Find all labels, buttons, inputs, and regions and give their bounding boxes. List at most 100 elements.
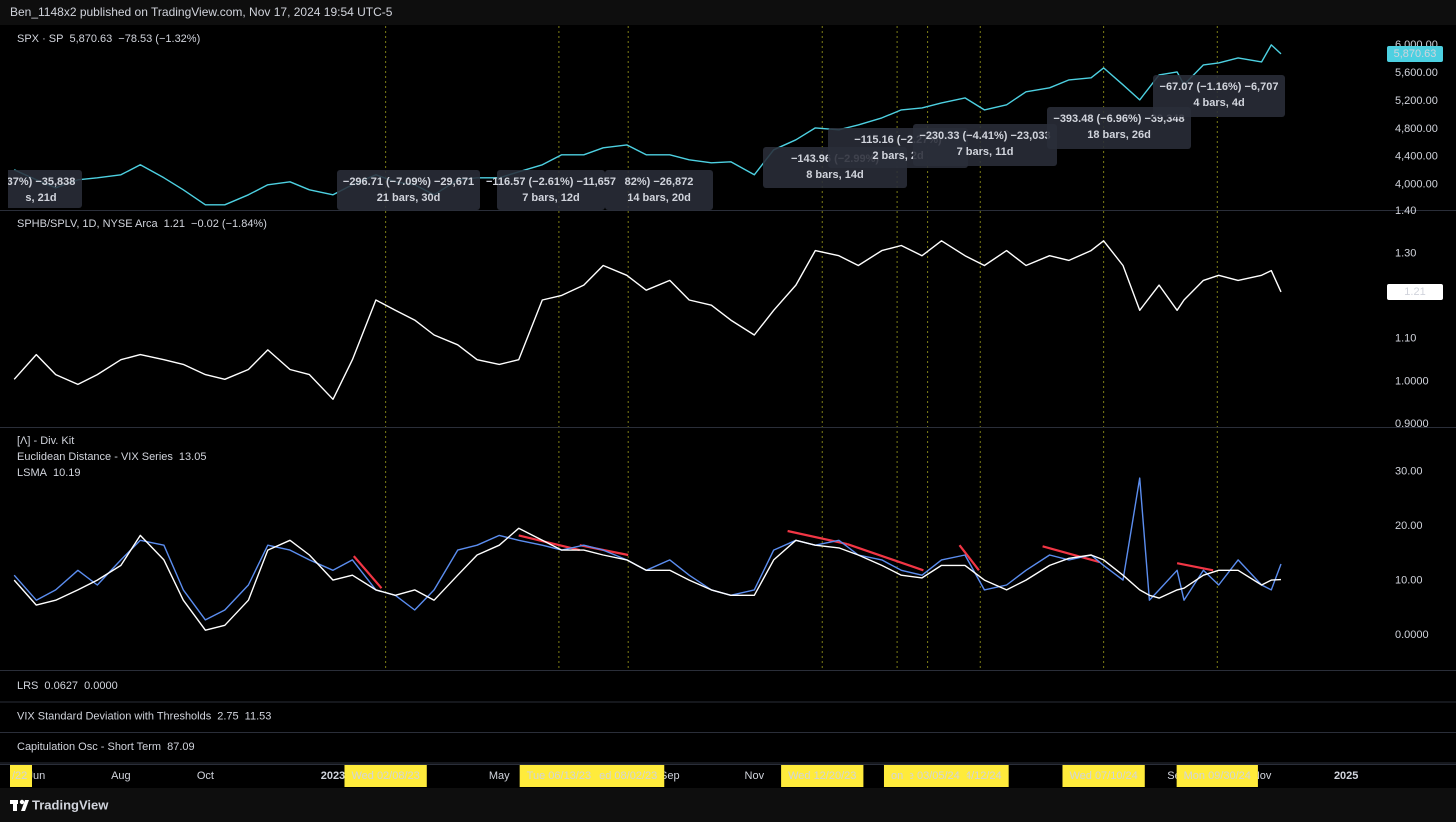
y-tick-label: 10.00 [1395, 575, 1423, 587]
measure-text: 14 bars, 20d [627, 192, 691, 204]
legend-text: [Λ] - Div. Kit [17, 435, 74, 447]
legend-text: LSMA [17, 467, 48, 479]
measure-text: −296.71 (−7.09%) −29,671 [343, 176, 474, 188]
legend-text: SPX · SP [17, 33, 63, 45]
indicator-name: VIX Standard Deviation with Thresholds [17, 710, 212, 722]
logo-part [13, 800, 17, 811]
price-badge [1387, 45, 1443, 62]
series-line [13, 527, 1282, 631]
marker-label: Tue 06/13/23 [527, 770, 591, 782]
chart-area: 37%) −35,838 s, 21d −296.71 (−7.09%) −29,6… [0, 26, 1456, 787]
measure-box [497, 170, 605, 210]
measure-text: 2 bars, 2d [872, 150, 923, 162]
measure-box [1047, 107, 1191, 149]
marker-label-box [781, 765, 864, 787]
header-bar [0, 0, 1456, 25]
marker-label-box [519, 765, 599, 787]
y-tick-label: 20.00 [1395, 520, 1423, 532]
indicator-value: 0.0000 [84, 680, 118, 692]
measure-box [1153, 75, 1285, 117]
x-tick-label: 2023 [321, 770, 345, 782]
y-tick-label: 4,400.00 [1395, 151, 1438, 163]
measure-box [605, 170, 713, 210]
measure-text: −393.48 (−6.96%) −39,348 [1053, 113, 1184, 125]
series-line [13, 477, 1282, 621]
marker-label: Wed 12/20/23 [788, 770, 856, 782]
indicator-value: 2.75 [217, 710, 238, 722]
y-tick-label: 1.30 [1395, 248, 1416, 260]
indicator-value: 0.0627 [44, 680, 78, 692]
marker-label-box [344, 765, 427, 787]
marker-label-box [592, 765, 665, 787]
footer-brand: TradingView [32, 797, 109, 812]
measure-box [337, 170, 480, 210]
measure-text: 4 bars, 4d [1193, 97, 1244, 109]
y-tick-label: 1.0000 [1395, 375, 1429, 387]
legend-text: 5,870.63 [69, 33, 112, 45]
pane [13, 240, 1282, 400]
x-tick-label: 2025 [1334, 770, 1358, 782]
marker-label: on [891, 770, 903, 782]
x-tick-label: Sep [660, 770, 680, 782]
y-tick-label: 5,200.00 [1395, 95, 1438, 107]
header-text: Ben_1148x2 published on TradingView.com,… [10, 5, 393, 19]
indicator-name: Capitulation Osc - Short Term [17, 741, 161, 753]
legend-text: 13.05 [179, 451, 207, 463]
legend-text: −78.53 (−1.32%) [118, 33, 200, 45]
pane [13, 477, 1282, 631]
divergence-line [787, 529, 848, 546]
measure-text: −116.57 (−2.61%) −11,657 [486, 176, 616, 188]
y-tick-label: 1.40 [1395, 205, 1416, 217]
measure-box [8, 170, 82, 208]
x-tick-label: Oct [197, 770, 214, 782]
y-tick-label: 4,000.00 [1395, 179, 1438, 191]
marker-label-box [1176, 765, 1258, 787]
measure-text: 37%) −35,838 [7, 176, 76, 188]
indicator-value: 11.53 [245, 710, 272, 722]
y-tick-label: 0.9000 [1395, 418, 1429, 430]
series-line [13, 240, 1282, 400]
measure-text: −67.07 (−1.16%) −6,707 [1160, 81, 1279, 93]
price-badge-text: 5,870.63 [1394, 48, 1437, 60]
measure-text: 21 bars, 30d [377, 192, 441, 204]
measure-text: 7 bars, 11d [957, 146, 1014, 158]
marker-label-box [883, 765, 911, 787]
marker-label-box [10, 765, 32, 787]
measure-box [913, 124, 1057, 166]
series-line [13, 44, 1282, 206]
measure-text: 7 bars, 12d [522, 192, 579, 204]
legend-text: 10.19 [53, 467, 81, 479]
measure-text: 82%) −26,872 [625, 176, 694, 188]
y-tick-label: 0.0000 [1395, 629, 1429, 641]
legend-text: Euclidean Distance - VIX Series [17, 451, 173, 463]
legend-text: −0.02 (−1.84%) [191, 218, 267, 230]
y-tick-label: 5,600.00 [1395, 67, 1438, 79]
logo-part [21, 800, 29, 811]
x-tick-label: Aug [111, 770, 131, 782]
marker-label: Mon 09/30/24 [1184, 770, 1251, 782]
x-tick-label: May [489, 770, 510, 782]
divergence-line [1042, 545, 1100, 564]
marker-label: Wed 02/08/23 [351, 770, 419, 782]
divergence-line [1176, 562, 1214, 572]
y-tick-label: 4,800.00 [1395, 123, 1438, 135]
measure-text: s, 21d [25, 192, 56, 204]
y-tick-label: 1.10 [1395, 333, 1416, 345]
measure-text: −230.33 (−4.41%) −23,033 [919, 130, 1050, 142]
divergence-line [846, 543, 924, 572]
legend-text: 1.21 [164, 218, 185, 230]
x-tick-label: Nov [745, 770, 765, 782]
pane: 37%) −35,838 s, 21d −296.71 (−7.09%) −29,6… [7, 44, 1285, 210]
tv-logo [10, 799, 29, 811]
price-badge-text: 1.21 [1404, 286, 1425, 298]
legend-text: SPHB/SPLV, 1D, NYSE Arca [17, 218, 159, 230]
measure-text: 8 bars, 14d [806, 169, 863, 181]
marker-label-box [1062, 765, 1145, 787]
marker-label: 04/12/24 [959, 770, 1002, 782]
measure-text: 18 bars, 26d [1087, 129, 1151, 141]
marker-label: ed 08/02/23 [599, 770, 657, 782]
marker-label: Wed 07/10/24 [1069, 770, 1137, 782]
